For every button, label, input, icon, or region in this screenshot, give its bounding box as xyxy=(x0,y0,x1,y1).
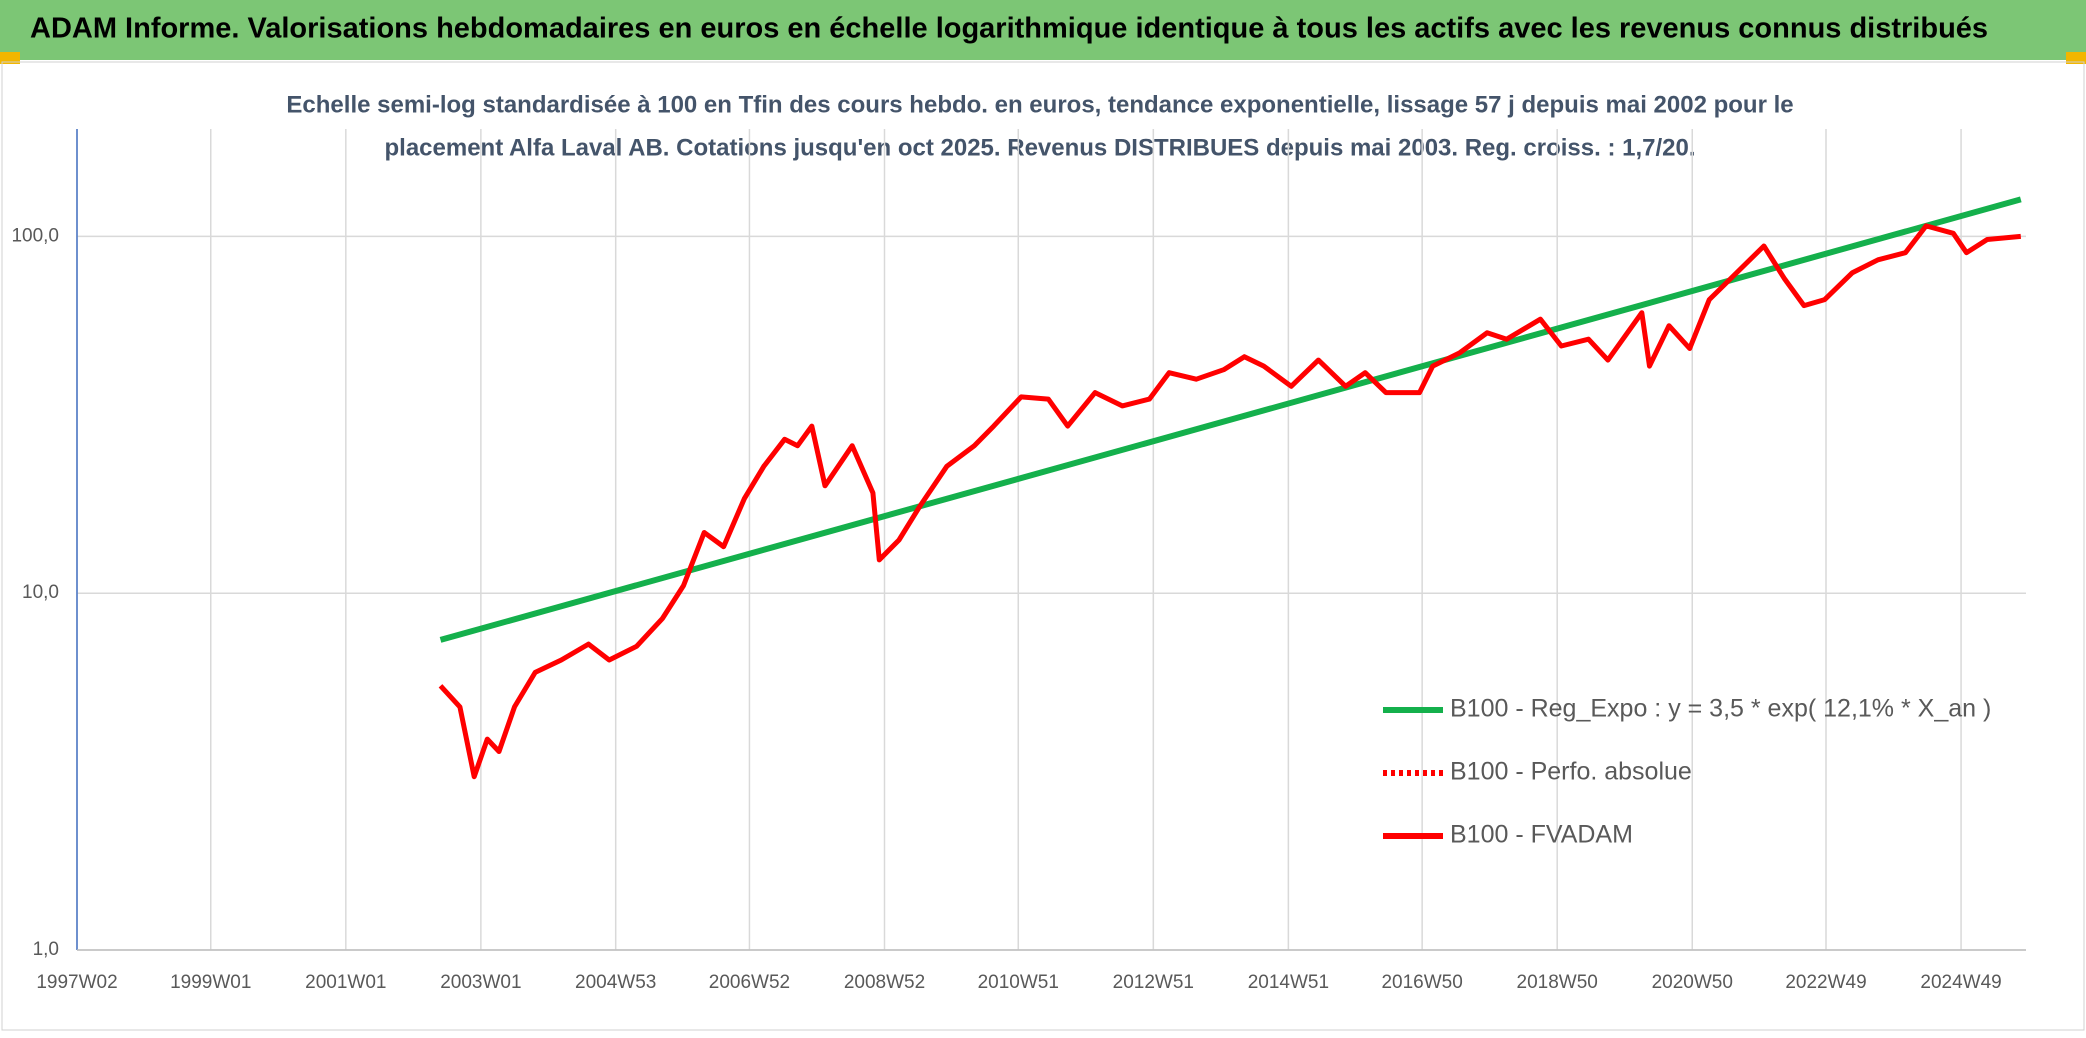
chart-title: ADAM Informe. Valorisations hebdomadaire… xyxy=(30,13,1988,45)
x-tick-label: 2010W51 xyxy=(978,972,1059,993)
x-tick-label: 2024W49 xyxy=(1920,972,2001,993)
x-tick-label: 2018W50 xyxy=(1517,972,1598,993)
x-tick-label: 2006W52 xyxy=(709,972,790,993)
x-tick-label: 2004W53 xyxy=(575,972,656,993)
x-tick-label: 2020W50 xyxy=(1652,972,1733,993)
x-tick-label: 2022W49 xyxy=(1785,972,1866,993)
data-line xyxy=(439,196,2022,643)
frame xyxy=(1,61,2085,1031)
x-tick-label: 1997W02 xyxy=(36,972,117,993)
corner xyxy=(0,52,20,64)
x-tick-label: 2008W52 xyxy=(844,972,925,993)
subtitle: placement Alfa Laval AB. Cotations jusqu… xyxy=(384,134,1695,161)
y-tick-label: 100,0 xyxy=(11,225,59,246)
legend-label: B100 - Reg_Expo : y = 3,5 * exp( 12,1% *… xyxy=(1450,695,1991,723)
x-tick-label: 2003W01 xyxy=(440,972,521,993)
x-tick-label: 2014W51 xyxy=(1248,972,1329,993)
data-line xyxy=(438,223,2022,780)
corner xyxy=(2066,52,2086,64)
subtitle: Echelle semi-log standardisée à 100 en T… xyxy=(286,91,1793,118)
header-band xyxy=(0,0,2086,60)
y-tick-label: 10,0 xyxy=(22,582,59,603)
legend-label: B100 - FVADAM xyxy=(1450,821,1633,849)
x-tick-label: 1999W01 xyxy=(170,972,251,993)
x-tick-label: 2016W50 xyxy=(1381,972,1462,993)
legend-label: B100 - Perfo. absolue xyxy=(1450,758,1692,786)
y-tick-label: 1,0 xyxy=(33,939,59,960)
x-tick-label: 2001W01 xyxy=(305,972,386,993)
x-tick-label: 2012W51 xyxy=(1113,972,1194,993)
